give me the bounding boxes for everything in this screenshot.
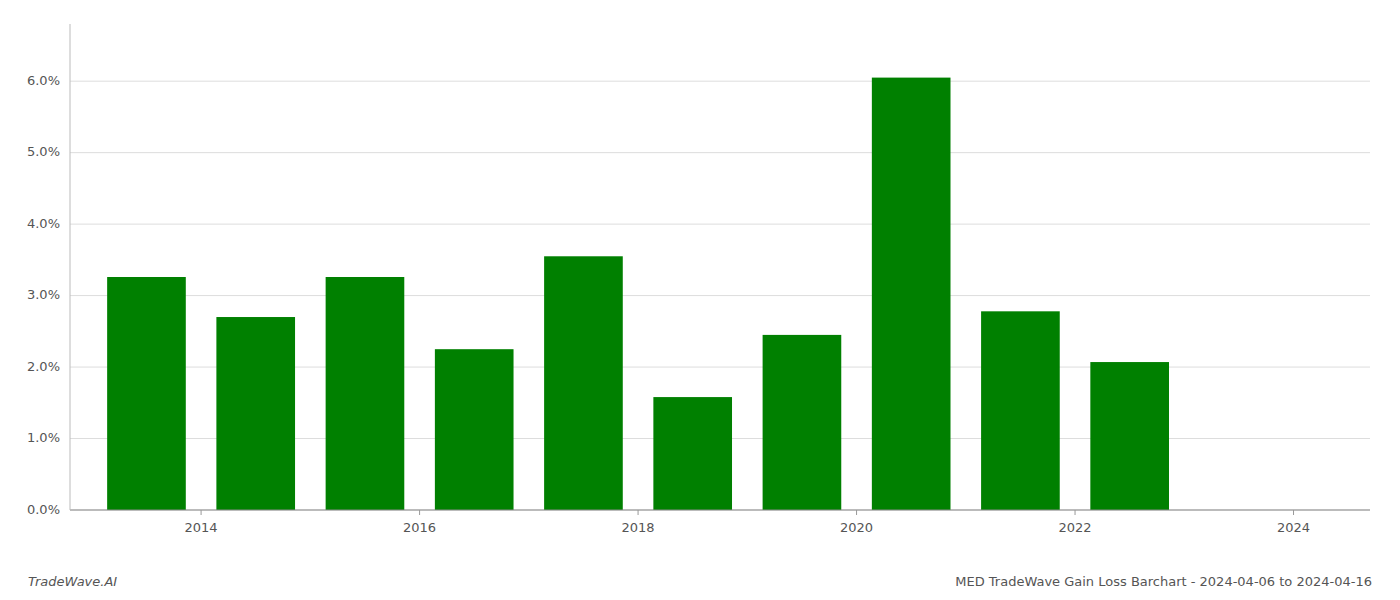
background [0, 0, 1400, 600]
y-tick-label: 1.0% [27, 430, 60, 445]
grid-line [70, 81, 1370, 82]
bar [1090, 362, 1169, 510]
x-tick [1075, 510, 1076, 515]
x-tick [856, 510, 857, 515]
x-tick-label: 2018 [622, 520, 655, 535]
bar [544, 256, 623, 510]
x-tick-label: 2022 [1058, 520, 1091, 535]
y-tick-label: 3.0% [27, 287, 60, 302]
y-tick-label: 0.0% [27, 502, 60, 517]
bar [653, 397, 732, 510]
bar [435, 349, 514, 510]
y-tick-label: 4.0% [27, 216, 60, 231]
x-ticks: 2014 2016 2018 2020 2022 2024 [185, 510, 1311, 535]
bar [763, 335, 842, 510]
x-tick [201, 510, 202, 515]
watermark: TradeWave.AI [28, 574, 117, 589]
bar [107, 277, 186, 510]
grid-line [70, 510, 1370, 511]
grid [70, 81, 1370, 510]
bar [216, 317, 295, 510]
x-tick-label: 2016 [403, 520, 436, 535]
x-tick [1293, 510, 1294, 515]
x-tick-label: 2024 [1277, 520, 1310, 535]
y-tick-label: 6.0% [27, 73, 60, 88]
y-tick-label: 2.0% [27, 359, 60, 374]
y-tick-label: 5.0% [27, 144, 60, 159]
y-tick-labels: 0.0% 1.0% 2.0% 3.0% 4.0% 5.0% 6.0% [27, 73, 60, 517]
y-axis-line [70, 24, 71, 510]
title: MED TradeWave Gain Loss Barchart - 2024-… [955, 574, 1372, 589]
grid-line [70, 224, 1370, 225]
x-tick-label: 2020 [840, 520, 873, 535]
bars [107, 78, 1169, 510]
x-tick [638, 510, 639, 515]
chart: 0.0% 1.0% 2.0% 3.0% 4.0% 5.0% 6.0% 2014 2016 2018… [0, 0, 1400, 600]
x-tick-label: 2014 [185, 520, 218, 535]
bar [872, 78, 951, 510]
bar [326, 277, 405, 510]
grid-line [70, 295, 1370, 296]
x-tick [419, 510, 420, 515]
grid-line [70, 152, 1370, 153]
bar [981, 311, 1060, 510]
x-axis-line [70, 510, 1370, 511]
